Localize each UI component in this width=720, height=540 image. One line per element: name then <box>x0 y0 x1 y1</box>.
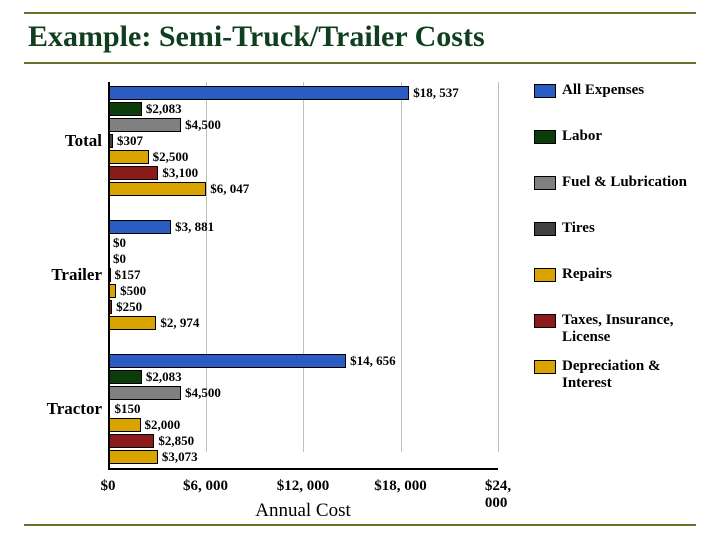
bar-value-label: $307 <box>117 133 143 149</box>
legend-item: Tires <box>534 220 595 237</box>
slide: Example: Semi-Truck/Trailer Costs Total $… <box>0 0 720 540</box>
x-tick-label: $18, 000 <box>374 478 427 495</box>
slide-title: Example: Semi-Truck/Trailer Costs <box>28 20 485 54</box>
legend-swatch <box>534 222 556 236</box>
cost-chart: Total$18, 537$2,083$4,500$307$2,500$3,10… <box>108 82 498 452</box>
bar <box>108 450 158 464</box>
bar-value-label: $150 <box>114 401 140 417</box>
bar <box>108 86 409 100</box>
bar-value-label: $250 <box>116 299 142 315</box>
x-tick-label: $24, 000 <box>485 478 511 512</box>
bar <box>108 150 149 164</box>
bar <box>108 386 181 400</box>
legend-swatch <box>534 84 556 98</box>
x-tick-label: $6, 000 <box>183 478 228 495</box>
x-axis-title: Annual Cost <box>255 500 351 522</box>
bar-value-label: $2,000 <box>145 417 181 433</box>
legend-label: Repairs <box>562 266 612 283</box>
rule-under-title <box>24 62 696 64</box>
bar <box>108 418 141 432</box>
legend-swatch <box>534 314 556 328</box>
bar-value-label: $4,500 <box>185 385 221 401</box>
bar-value-label: $3,073 <box>162 449 198 465</box>
bar <box>108 118 181 132</box>
rule-top <box>24 12 696 14</box>
legend-item: Taxes, Insurance, License <box>534 312 702 345</box>
legend-label: Taxes, Insurance, License <box>562 312 702 345</box>
legend-swatch <box>534 130 556 144</box>
y-category-label: Tractor <box>36 399 102 419</box>
legend-label: Depreciation & Interest <box>562 358 702 391</box>
legend-label: Labor <box>562 128 602 145</box>
bar <box>108 354 346 368</box>
legend-label: Fuel & Lubrication <box>562 174 687 191</box>
gridline <box>303 82 304 452</box>
rule-bottom <box>24 524 696 526</box>
bar-value-label: $0 <box>113 235 126 251</box>
bar-value-label: $2, 974 <box>160 315 199 331</box>
bar-value-label: $18, 537 <box>413 85 459 101</box>
legend-item: Repairs <box>534 266 612 283</box>
bar <box>108 316 156 330</box>
gridline <box>401 82 402 452</box>
bar <box>108 370 142 384</box>
bar-value-label: $3, 881 <box>175 219 214 235</box>
y-axis <box>108 82 110 468</box>
x-axis <box>108 468 498 470</box>
bar <box>108 166 158 180</box>
y-category-label: Total <box>36 131 102 151</box>
y-category-label: Trailer <box>36 265 102 285</box>
plot-area: Total$18, 537$2,083$4,500$307$2,500$3,10… <box>108 82 498 452</box>
bar-value-label: $2,083 <box>146 101 182 117</box>
legend-swatch <box>534 176 556 190</box>
x-tick-label: $12, 000 <box>277 478 330 495</box>
legend-swatch <box>534 360 556 374</box>
bar-value-label: $157 <box>115 267 141 283</box>
legend-label: All Expenses <box>562 82 644 99</box>
legend-label: Tires <box>562 220 595 237</box>
bar <box>108 220 171 234</box>
bar-value-label: $14, 656 <box>350 353 396 369</box>
legend-item: All Expenses <box>534 82 644 99</box>
bar-value-label: $4,500 <box>185 117 221 133</box>
legend-item: Labor <box>534 128 602 145</box>
bar-value-label: $6, 047 <box>210 181 249 197</box>
bar-value-label: $2,850 <box>158 433 194 449</box>
legend-item: Fuel & Lubrication <box>534 174 687 191</box>
legend-item: Depreciation & Interest <box>534 358 702 391</box>
bar-value-label: $2,500 <box>153 149 189 165</box>
gridline <box>498 82 499 452</box>
bar-value-label: $3,100 <box>162 165 198 181</box>
bar <box>108 182 206 196</box>
bar <box>108 434 154 448</box>
bar-value-label: $0 <box>113 251 126 267</box>
bar-value-label: $500 <box>120 283 146 299</box>
bar-value-label: $2,083 <box>146 369 182 385</box>
x-tick-label: $0 <box>101 478 116 495</box>
bar <box>108 102 142 116</box>
legend-swatch <box>534 268 556 282</box>
